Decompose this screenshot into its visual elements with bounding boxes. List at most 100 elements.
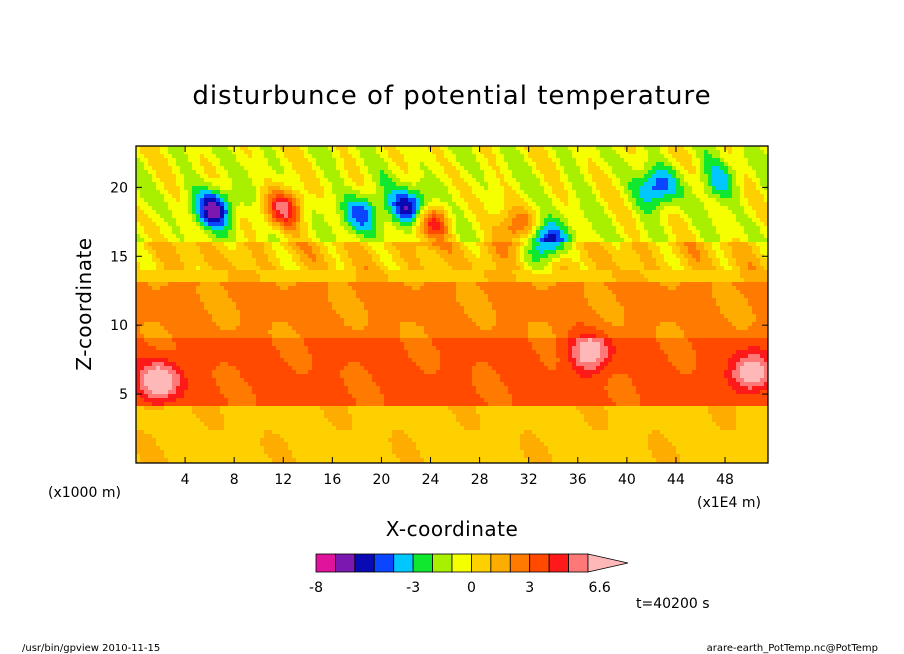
contour-cell [464, 158, 469, 163]
contour-cell [676, 254, 681, 259]
contour-cell [704, 206, 709, 211]
contour-cell [420, 258, 425, 263]
contour-cell [732, 230, 737, 235]
contour-cell [724, 174, 729, 179]
contour-cell [168, 222, 173, 227]
contour-cell [320, 270, 325, 275]
contour-cell [520, 230, 525, 235]
contour-cell [356, 254, 361, 259]
contour-cell [732, 226, 737, 231]
contour-cell [332, 254, 337, 259]
contour-cell [524, 202, 529, 207]
contour-cell [140, 222, 145, 227]
contour-cell [180, 158, 185, 163]
contour-cell [216, 154, 221, 159]
contour-cell [152, 206, 157, 211]
contour-cell [276, 214, 281, 219]
contour-cell [464, 242, 469, 247]
contour-cell [680, 202, 685, 207]
contour-cell [164, 230, 169, 235]
contour-cell [316, 238, 321, 243]
contour-cell [140, 198, 145, 203]
contour-cell [340, 258, 345, 263]
contour-cell [700, 234, 705, 239]
contour-cell [416, 222, 421, 227]
contour-cell [144, 146, 149, 151]
contour-cell [480, 206, 485, 211]
contour-cell [720, 154, 725, 159]
contour-cell [492, 210, 497, 215]
contour-cell [336, 178, 341, 183]
contour-cell [608, 242, 613, 247]
contour-cell [524, 210, 529, 215]
contour-cell [460, 166, 465, 171]
contour-cell [404, 150, 409, 155]
contour-cell [668, 162, 673, 167]
contour-cell [140, 182, 145, 187]
contour-cell [552, 258, 557, 263]
contour-cell [244, 270, 249, 275]
contour-cell [268, 218, 273, 223]
contour-cell [580, 186, 585, 191]
contour-cell [496, 242, 501, 247]
contour-cell [580, 254, 585, 259]
contour-cell [700, 170, 705, 175]
contour-cell [416, 210, 421, 215]
contour-cell [476, 190, 481, 195]
contour-cell [408, 206, 413, 211]
contour-cell [508, 162, 513, 167]
contour-cell [204, 238, 209, 243]
contour-cell [192, 226, 197, 231]
contour-cell [676, 182, 681, 187]
contour-cell [588, 214, 593, 219]
contour-cell [564, 198, 569, 203]
contour-cell [664, 154, 669, 159]
contour-cell [268, 158, 273, 163]
contour-cell [656, 230, 661, 235]
contour-cell [736, 250, 741, 255]
contour-cell [400, 198, 405, 203]
contour-cell [492, 246, 497, 251]
contour-cell [444, 246, 449, 251]
contour-cell [348, 210, 353, 215]
contour-cell [612, 182, 617, 187]
contour-cell [432, 174, 437, 179]
contour-cell [348, 218, 353, 223]
contour-cell [392, 202, 397, 207]
contour-cell [176, 234, 181, 239]
contour-cell [672, 202, 677, 207]
contour-cell [536, 178, 541, 183]
contour-cell [192, 146, 197, 151]
contour-cell [308, 210, 313, 215]
contour-cell [728, 194, 733, 199]
contour-cell [596, 206, 601, 211]
contour-cell [316, 162, 321, 167]
contour-cell [280, 174, 285, 179]
contour-cell [280, 162, 285, 167]
contour-cell [412, 170, 417, 175]
contour-cell [384, 242, 389, 247]
contour-cell [556, 238, 561, 243]
contour-cell [200, 266, 205, 271]
contour-cell [248, 150, 253, 155]
contour-cell [316, 266, 321, 271]
contour-cell [452, 182, 457, 187]
contour-cell [688, 194, 693, 199]
contour-cell [604, 166, 609, 171]
contour-cell [552, 154, 557, 159]
contour-cell [336, 242, 341, 247]
contour-cell [572, 214, 577, 219]
contour-cell [420, 182, 425, 187]
contour-cell [196, 214, 201, 219]
contour-cell [168, 158, 173, 163]
contour-cell [756, 218, 761, 223]
contour-cell [284, 166, 289, 171]
contour-cell [468, 186, 473, 191]
chart-title: disturbunce of potential temperature [192, 81, 711, 111]
contour-cell [692, 266, 697, 271]
contour-cell [360, 230, 365, 235]
contour-cell [552, 170, 557, 175]
contour-cell [428, 182, 433, 187]
contour-cell [180, 270, 185, 275]
contour-cell [500, 238, 505, 243]
